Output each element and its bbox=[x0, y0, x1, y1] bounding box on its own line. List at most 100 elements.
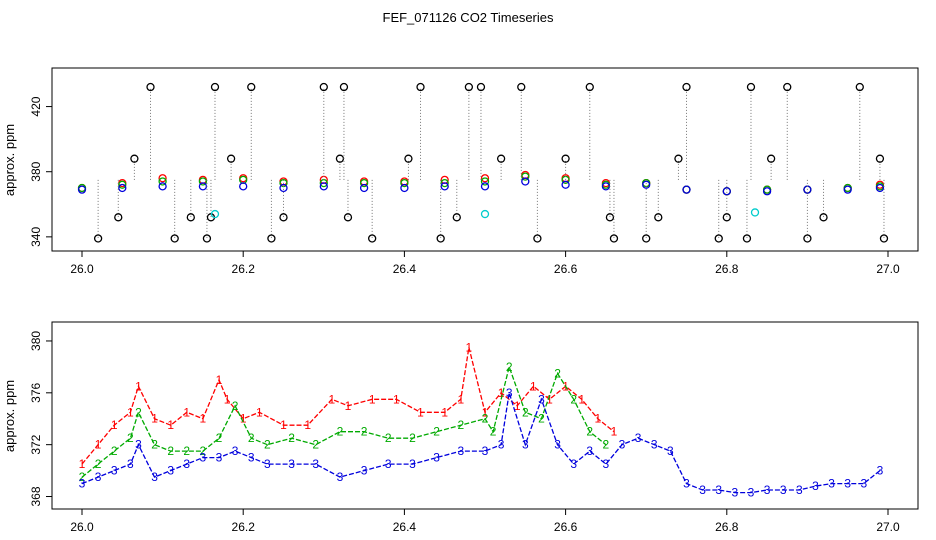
point-spikes bbox=[226, 154, 236, 163]
bottom-x-tick-label: 26.0 bbox=[70, 520, 94, 534]
series-3-marker: 3 bbox=[288, 457, 295, 471]
series-3-marker: 3 bbox=[232, 444, 239, 458]
point-spikes bbox=[114, 213, 123, 222]
series-1-marker: 1 bbox=[79, 457, 86, 471]
series-2-marker: 2 bbox=[570, 392, 577, 406]
series-1-marker: 1 bbox=[498, 386, 505, 400]
point-spikes bbox=[517, 82, 526, 92]
series-2-marker: 2 bbox=[248, 431, 255, 445]
series-1-marker: 1 bbox=[530, 379, 537, 393]
series-3-marker: 3 bbox=[732, 486, 739, 500]
point-channel-2 bbox=[118, 180, 127, 189]
point-channel-3 bbox=[400, 183, 409, 193]
bottom-plot-frame bbox=[51, 321, 919, 510]
series-1-marker: 1 bbox=[594, 412, 601, 426]
series-3-marker: 3 bbox=[635, 431, 642, 445]
series-1-marker: 1 bbox=[417, 405, 424, 419]
point-channel-3 bbox=[843, 185, 852, 194]
series-2-marker: 2 bbox=[337, 425, 344, 439]
top-x-tick-label: 26.0 bbox=[70, 262, 94, 276]
series-2-marker: 2 bbox=[79, 470, 86, 484]
series-1-marker: 1 bbox=[183, 405, 190, 419]
point-channel-3 bbox=[359, 183, 369, 193]
bottom-y-tick-label: 380 bbox=[29, 331, 43, 351]
series-3-marker: 3 bbox=[183, 457, 190, 471]
point-channel-3 bbox=[480, 182, 490, 191]
series-3-marker: 3 bbox=[216, 451, 223, 465]
bottom-y-tick-label: 372 bbox=[29, 434, 43, 454]
series-3-marker: 3 bbox=[570, 457, 577, 471]
point-channel-1 bbox=[158, 174, 167, 183]
top-data-layer bbox=[77, 82, 889, 243]
point-spikes bbox=[766, 154, 776, 163]
series-3-marker: 3 bbox=[619, 438, 626, 452]
top-y-tick-label: 340 bbox=[29, 227, 43, 247]
point-spikes bbox=[585, 82, 594, 92]
series-3-marker: 3 bbox=[151, 470, 158, 484]
top-x-tick-label: 26.6 bbox=[554, 262, 578, 276]
series-3-marker: 3 bbox=[780, 483, 787, 497]
series-3-marker: 3 bbox=[651, 438, 658, 452]
series-3-marker: 3 bbox=[538, 392, 545, 406]
series-1-marker: 1 bbox=[200, 412, 207, 426]
point-spikes bbox=[819, 213, 828, 222]
series-3-marker: 3 bbox=[683, 477, 690, 491]
series-1-marker: 1 bbox=[111, 418, 118, 432]
series-3-marker: 3 bbox=[127, 457, 134, 471]
series-3-marker: 3 bbox=[828, 477, 835, 491]
series-3-marker: 3 bbox=[111, 464, 118, 478]
point-channel-2 bbox=[359, 178, 369, 188]
series-1-marker: 1 bbox=[457, 392, 464, 406]
point-spikes bbox=[722, 213, 731, 222]
series-2-marker: 2 bbox=[151, 438, 158, 452]
point-spikes bbox=[682, 82, 691, 92]
series-2-marker: 2 bbox=[95, 457, 102, 471]
top-axes: 26.0 26.2 26.4 26.6 26.8 27.0 340 380 420 bbox=[29, 96, 900, 276]
series-1-marker: 1 bbox=[224, 392, 231, 406]
point-channel-3 bbox=[319, 182, 328, 191]
series-2-marker: 2 bbox=[385, 431, 392, 445]
series-1-marker: 1 bbox=[514, 399, 521, 413]
point-spikes bbox=[654, 213, 663, 222]
point-channel-2 bbox=[440, 178, 449, 188]
top-plot-frame bbox=[51, 67, 919, 252]
point-spikes bbox=[416, 82, 425, 92]
series-2-marker: 2 bbox=[433, 425, 440, 439]
series-line-2 bbox=[81, 364, 607, 478]
point-cyan-markers bbox=[210, 209, 220, 219]
point-spikes bbox=[202, 234, 212, 243]
series-1-marker: 1 bbox=[546, 392, 553, 406]
series-3-marker: 3 bbox=[167, 464, 174, 478]
series-1-marker: 1 bbox=[345, 399, 352, 413]
series-3-marker: 3 bbox=[748, 486, 755, 500]
series-2-marker: 2 bbox=[361, 425, 368, 439]
series-2-marker: 2 bbox=[554, 366, 561, 380]
series-3-marker: 3 bbox=[135, 438, 142, 452]
point-channel-2 bbox=[198, 177, 208, 186]
bottom-y-tick-label: 368 bbox=[29, 486, 43, 506]
series-3-marker: 3 bbox=[586, 444, 593, 458]
series-1-marker: 1 bbox=[304, 418, 311, 432]
series-3-marker: 3 bbox=[667, 444, 674, 458]
series-3-marker: 3 bbox=[506, 386, 513, 400]
series-2-marker: 2 bbox=[200, 444, 207, 458]
point-spikes bbox=[343, 213, 353, 222]
series-3-marker: 3 bbox=[312, 457, 319, 471]
series-3-marker: 3 bbox=[498, 438, 505, 452]
point-channel-3 bbox=[561, 180, 570, 189]
series-3-marker: 3 bbox=[79, 477, 86, 491]
point-spikes bbox=[674, 154, 683, 163]
figure-title: FEF_071126 CO2 Timeseries bbox=[383, 10, 554, 25]
series-1-marker: 1 bbox=[127, 405, 134, 419]
point-channel-3 bbox=[118, 183, 127, 193]
series-3-marker: 3 bbox=[796, 483, 803, 497]
series-1-marker: 1 bbox=[466, 340, 473, 354]
point-channel-3 bbox=[682, 185, 691, 194]
point-cyan-markers bbox=[750, 208, 760, 217]
point-spikes bbox=[742, 234, 752, 243]
series-3-marker: 3 bbox=[554, 438, 561, 452]
point-channel-3 bbox=[521, 177, 530, 186]
series-line-3 bbox=[81, 392, 881, 494]
point-spikes bbox=[496, 154, 506, 163]
